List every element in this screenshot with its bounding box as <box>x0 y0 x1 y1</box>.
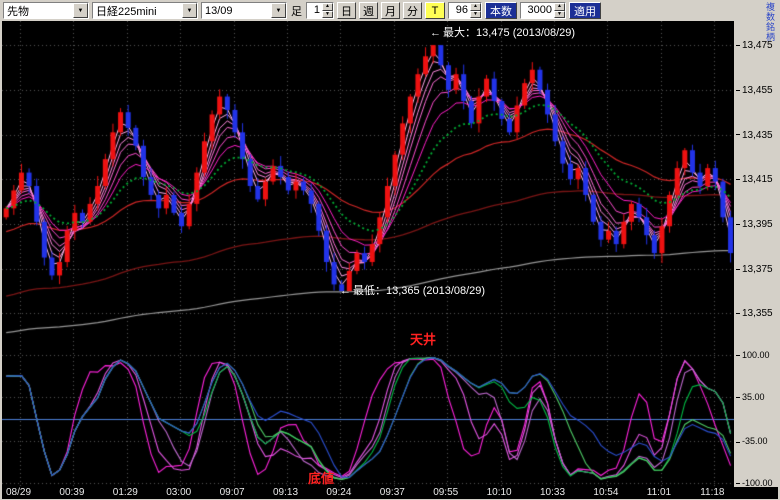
arrow-left-icon: ← <box>340 285 351 297</box>
chevron-down-icon[interactable]: ▼ <box>73 3 88 18</box>
ceiling-label: 天井 <box>410 332 437 347</box>
interval-stepper[interactable]: 1 ▲ ▼ <box>306 2 334 19</box>
oscillator-axis-label: 100.00 <box>736 350 770 360</box>
multi-symbol-label[interactable]: 複数銘柄 <box>765 2 775 42</box>
arrow-left-icon: ← <box>430 27 441 39</box>
chevron-down-icon[interactable]: ▼ <box>182 3 197 18</box>
time-axis-label: 09:24 <box>326 487 352 498</box>
candlestick-chart-canvas[interactable] <box>2 21 734 487</box>
bars-stepper[interactable]: 96 ▲ ▼ <box>448 2 482 19</box>
price-axis: 13,475 13,455 13,435 13,415 13,395 13,375 13,3… <box>734 21 778 488</box>
time-axis-label: 10:54 <box>593 487 619 498</box>
period-month-button[interactable]: 月 <box>381 2 400 19</box>
time-axis-label: 11:18 <box>700 487 725 498</box>
price-axis-label: 13,355 <box>736 308 773 319</box>
time-axis-label: 01:29 <box>112 487 138 498</box>
tick-button[interactable]: T <box>425 2 445 19</box>
max-annotation: ← 最大：13,475 (2013/08/29) <box>430 24 575 40</box>
bars-button[interactable]: 本数 <box>485 2 517 19</box>
period-week-button[interactable]: 週 <box>359 2 378 19</box>
price-axis-label: 13,375 <box>736 264 773 275</box>
time-axis: 08/29 00:39 01:29 03:00 09:07 09:13 09:24 09:37… <box>2 487 778 499</box>
time-axis-label: 09:55 <box>433 487 459 498</box>
time-axis-label: 09:13 <box>273 487 299 498</box>
symbol-select[interactable]: 日経225mini ▼ <box>92 2 198 19</box>
count-stepper[interactable]: 3000 ▲ ▼ <box>520 2 566 19</box>
time-axis-label: 11:01 <box>646 487 672 498</box>
time-axis-label: 09:07 <box>219 487 245 498</box>
bottom-label: 底値 <box>308 471 335 486</box>
contract-select-value: 13/09 <box>205 4 233 17</box>
max-annotation-text: 最大：13,475 (2013/08/29) <box>443 27 576 39</box>
time-axis-label: 00:39 <box>59 487 85 498</box>
price-axis-label: 13,475 <box>736 40 773 51</box>
interval-label: 足 <box>291 5 302 18</box>
period-minute-button[interactable]: 分 <box>403 2 422 19</box>
price-axis-label: 13,395 <box>736 219 773 230</box>
apply-button[interactable]: 適用 <box>569 2 601 19</box>
time-axis-label: 09:37 <box>379 487 405 498</box>
interval-value: 1 <box>313 4 320 16</box>
count-value: 3000 <box>527 4 552 16</box>
period-day-button[interactable]: 日 <box>337 2 356 19</box>
time-axis-label: 10:33 <box>540 487 566 498</box>
oscillator-axis-label: -100.00 <box>736 478 773 488</box>
price-axis-label: 13,455 <box>736 85 773 96</box>
spinner-arrows-icon[interactable]: ▲ ▼ <box>322 3 333 18</box>
time-axis-label: 10:10 <box>486 487 512 498</box>
chevron-down-icon[interactable]: ▼ <box>271 3 286 18</box>
price-axis-label: 13,435 <box>736 130 773 141</box>
min-annotation: ← 最低：13,365 (2013/08/29) <box>340 282 485 298</box>
oscillator-axis-label: 35.00 <box>736 392 765 402</box>
toolbar: 先物 ▼ 日経225mini ▼ 13/09 ▼ 足 1 ▲ ▼ 日 週 月 分 … <box>0 0 780 21</box>
time-axis-label: 03:00 <box>166 487 192 498</box>
category-select[interactable]: 先物 ▼ <box>3 2 89 19</box>
contract-select[interactable]: 13/09 ▼ <box>201 2 287 19</box>
price-axis-label: 13,415 <box>736 174 773 185</box>
symbol-select-value: 日経225mini <box>96 5 157 18</box>
spinner-arrows-icon[interactable]: ▲ ▼ <box>554 3 565 18</box>
time-axis-label: 08/29 <box>6 487 32 498</box>
min-annotation-text: 最低：13,365 (2013/08/29) <box>353 285 486 297</box>
bars-value: 96 <box>455 4 468 16</box>
chart-area: ← 最大：13,475 (2013/08/29) ← 最低：13,365 (2013… <box>2 21 734 487</box>
spinner-arrows-icon[interactable]: ▲ ▼ <box>470 3 481 18</box>
oscillator-axis-label: -35.00 <box>736 436 768 446</box>
category-select-value: 先物 <box>7 5 29 18</box>
